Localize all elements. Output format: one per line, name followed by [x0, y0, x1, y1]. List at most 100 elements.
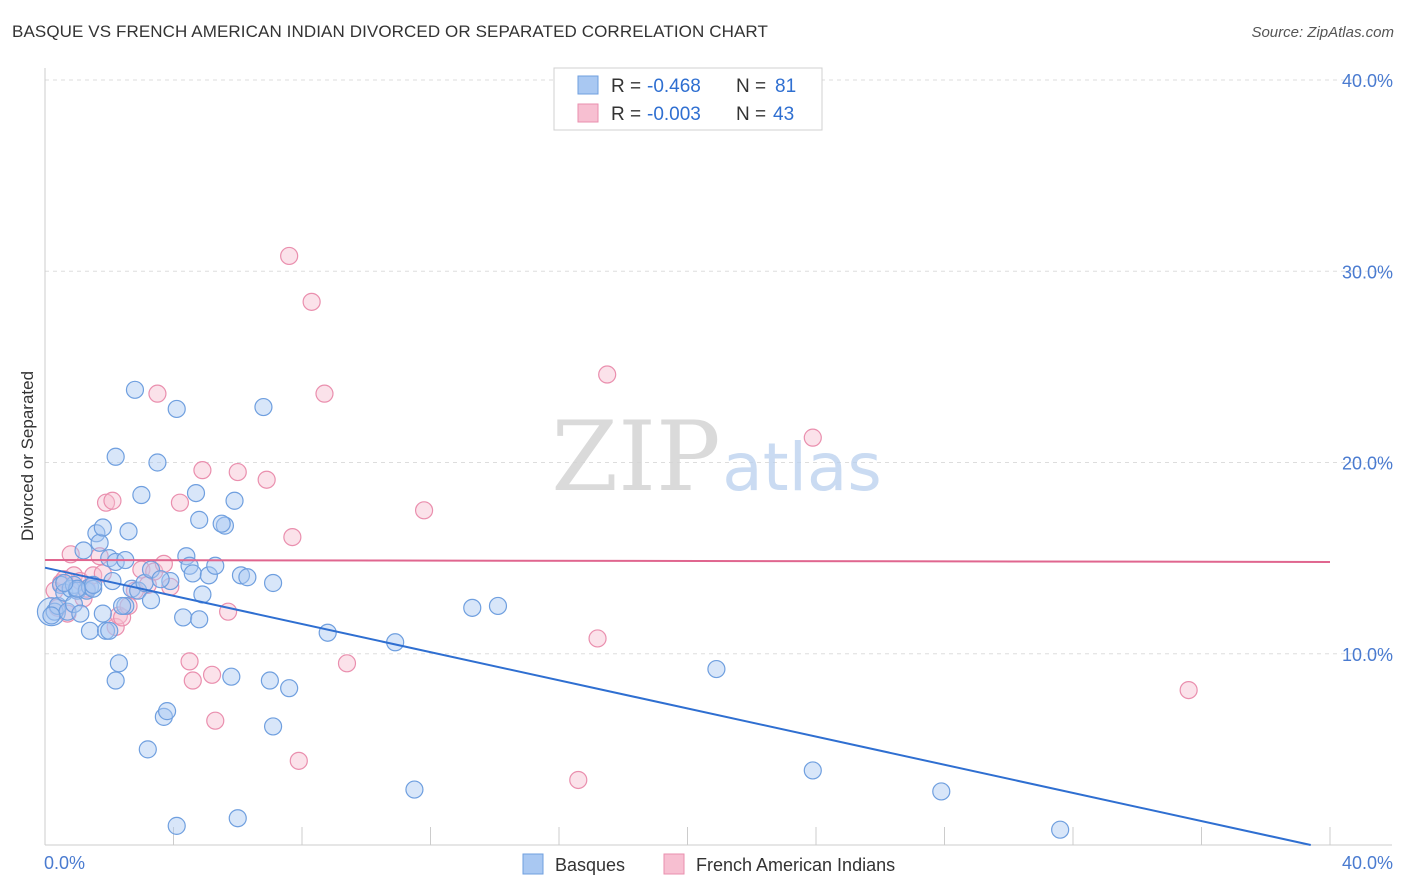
point-french-american-indians [315, 384, 334, 403]
point-french-american-indians [148, 384, 167, 403]
legend-french-label: French American Indians [696, 855, 895, 875]
point-basques [106, 447, 125, 466]
stats-blue-swatch [577, 75, 599, 95]
stats-blue-n-value: 81 [775, 76, 796, 97]
point-french-american-indians [183, 671, 202, 690]
point-french-american-indians [588, 629, 607, 648]
watermark-atlas: atlas [722, 429, 882, 506]
point-basques [80, 621, 100, 640]
point-basques [84, 575, 103, 595]
stats-blue-r-label: R = [611, 76, 641, 97]
point-basques [206, 556, 225, 575]
point-basques [190, 510, 209, 529]
point-french-american-indians [337, 654, 357, 673]
point-basques [71, 604, 90, 623]
point-french-american-indians [96, 493, 116, 512]
stats-blue-r-value: -0.468 [647, 76, 701, 97]
point-french-american-indians [598, 365, 617, 384]
point-french-american-indians [257, 470, 276, 489]
trend-lines [44, 559, 1331, 846]
point-basques [932, 782, 951, 801]
point-basques [488, 596, 508, 616]
point-french-american-indians [803, 428, 822, 447]
point-basques [132, 485, 151, 505]
point-basques [199, 566, 218, 585]
legend-french-swatch [663, 853, 685, 875]
point-basques [106, 671, 125, 690]
point-french-american-indians [569, 770, 588, 790]
point-basques [64, 594, 84, 614]
watermark: ZIP atlas [551, 401, 881, 513]
point-french-american-indians [180, 652, 199, 671]
point-basques [318, 623, 337, 642]
stats-box: R = -0.468 N = 81 R = -0.003 N = 43 [553, 67, 823, 131]
grid-lines [45, 79, 1392, 655]
watermark-zip: ZIP [551, 401, 720, 513]
point-french-american-indians [202, 665, 222, 684]
point-french-american-indians [1179, 680, 1198, 700]
point-basques [215, 516, 234, 535]
point-basques [222, 667, 241, 686]
point-basques [157, 702, 177, 721]
point-basques [260, 671, 279, 690]
point-basques [167, 399, 186, 419]
legend-basques-label: Basques [555, 855, 625, 875]
point-basques [254, 397, 273, 417]
point-basques [125, 380, 145, 399]
point-basques [42, 606, 61, 625]
trend-line-french-american-indians [44, 559, 1331, 563]
point-basques [803, 761, 822, 780]
x-tick-label: 0.0% [44, 853, 85, 873]
point-french-american-indians [289, 751, 308, 770]
point-basques [186, 484, 206, 503]
point-basques [100, 621, 119, 640]
point-basques [112, 596, 132, 616]
legend: Basques French American Indians [522, 853, 895, 875]
point-basques [151, 570, 170, 589]
point-basques [74, 541, 93, 560]
point-basques [190, 610, 209, 629]
point-french-american-indians [170, 493, 190, 512]
point-french-american-indians [283, 527, 302, 547]
y-tick-label: 10.0% [1342, 645, 1393, 665]
trend-line-basques [44, 566, 1311, 846]
point-basques [167, 816, 186, 835]
point-basques [212, 514, 231, 533]
point-basques [154, 707, 173, 726]
point-basques [405, 780, 424, 799]
point-basques [238, 568, 257, 587]
point-basques [138, 740, 157, 759]
point-french-american-indians [109, 606, 128, 625]
stats-pink-r-value: -0.003 [647, 104, 701, 125]
point-french-american-indians [302, 292, 321, 311]
stats-blue-n-label: N = [736, 76, 766, 97]
y-tick-label: 30.0% [1342, 262, 1393, 282]
legend-basques-swatch [522, 853, 544, 875]
point-basques [55, 573, 74, 593]
point-basques [263, 573, 283, 593]
axes [44, 68, 1392, 846]
point-basques [707, 659, 726, 679]
point-french-american-indians [193, 461, 212, 480]
series-french-american-indians [45, 246, 1198, 790]
stats-pink-r-label: R = [611, 104, 641, 125]
point-french-american-indians [414, 501, 434, 520]
point-french-american-indians [206, 711, 225, 730]
point-basques [93, 604, 112, 623]
point-basques [228, 809, 247, 828]
tick-labels: 10.0% 20.0% 30.0% 40.0% 0.0% 40.0% [44, 71, 1393, 873]
point-french-american-indians [55, 570, 74, 589]
point-basques [119, 522, 138, 541]
point-basques [90, 533, 109, 552]
point-basques [463, 598, 482, 617]
chart-title: BASQUE VS FRENCH AMERICAN INDIAN DIVORCE… [12, 22, 768, 41]
point-basques [93, 518, 112, 537]
point-basques [148, 453, 167, 472]
stats-pink-n-value: 43 [773, 104, 794, 125]
y-tick-label: 20.0% [1342, 454, 1393, 474]
y-axis-title: Divorced or Separated [18, 371, 37, 541]
point-french-american-indians [228, 462, 247, 482]
point-basques [280, 679, 299, 698]
point-basques [84, 579, 103, 598]
